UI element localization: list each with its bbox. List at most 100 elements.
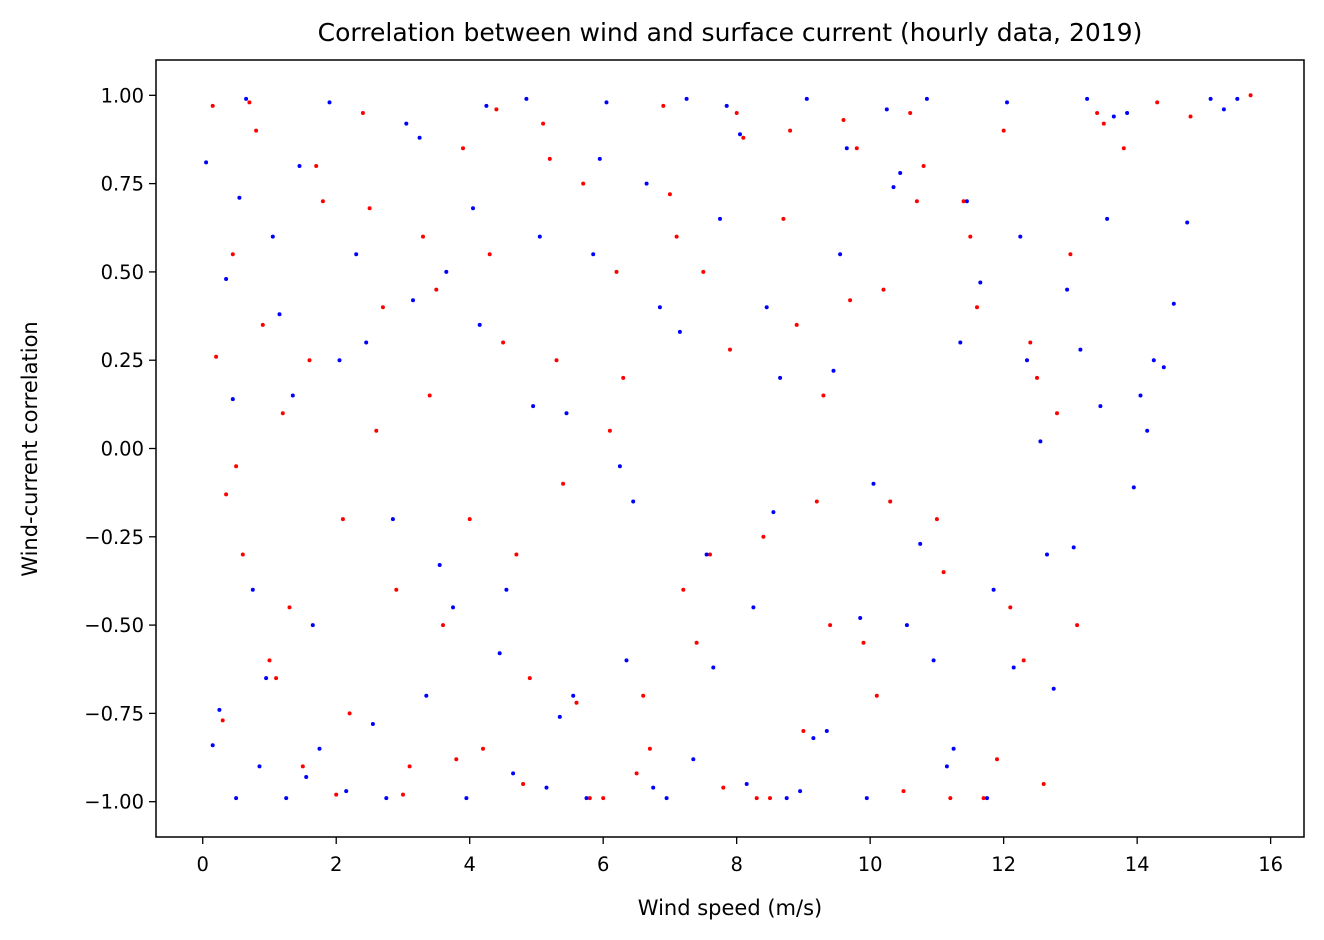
data-point — [981, 796, 986, 801]
data-point — [644, 181, 649, 186]
data-point — [691, 757, 696, 762]
data-point — [354, 252, 359, 257]
data-point — [904, 623, 909, 628]
data-point — [708, 552, 712, 557]
data-point — [918, 541, 923, 546]
chart-title: Correlation between wind and surface cur… — [318, 18, 1143, 47]
data-point — [811, 736, 816, 741]
data-point — [1011, 665, 1016, 670]
y-axis-label: Wind-current correlation — [18, 321, 42, 576]
data-point — [884, 107, 889, 112]
y-tick-label: 0.50 — [101, 261, 144, 284]
data-point — [297, 164, 302, 168]
data-point — [240, 552, 245, 557]
data-point — [614, 269, 619, 274]
data-point — [848, 298, 853, 303]
data-point — [734, 111, 739, 115]
data-point — [541, 121, 546, 126]
data-point — [1138, 393, 1143, 398]
data-point — [761, 534, 766, 539]
data-point — [661, 103, 666, 108]
data-point — [347, 711, 352, 716]
data-point — [744, 782, 749, 786]
data-point — [204, 160, 209, 165]
x-tick-label: 16 — [1258, 853, 1283, 876]
data-point — [871, 481, 876, 486]
data-point — [220, 718, 225, 723]
data-point — [250, 587, 255, 592]
data-point — [804, 96, 809, 101]
data-point — [794, 322, 799, 327]
data-point — [821, 393, 826, 398]
data-point — [514, 552, 519, 557]
data-point — [404, 121, 409, 126]
data-point — [824, 729, 829, 733]
series-0-points — [210, 93, 1253, 801]
data-point — [591, 252, 596, 257]
data-point — [1121, 146, 1126, 151]
data-point — [417, 135, 422, 140]
data-point — [374, 428, 379, 433]
data-points — [204, 93, 1253, 801]
y-axis: 1.00 0.75 0.50 0.25 0.00 −0.25 −0.50 −0.75 −1.00 — [84, 84, 156, 814]
data-point — [944, 764, 949, 769]
data-point — [667, 192, 672, 197]
data-point — [214, 354, 219, 359]
x-tick-label: 10 — [858, 853, 883, 876]
data-point — [424, 693, 429, 698]
data-point — [504, 587, 509, 592]
data-point — [1131, 485, 1136, 490]
data-point — [557, 714, 562, 719]
data-point — [1161, 365, 1166, 370]
x-tick-label: 0 — [197, 853, 209, 876]
data-point — [407, 764, 412, 769]
data-point — [394, 587, 399, 592]
data-point — [461, 146, 465, 151]
data-point — [477, 322, 482, 327]
plot-frame — [155, 59, 1305, 838]
data-point — [1235, 96, 1240, 101]
data-point — [254, 128, 259, 133]
data-point — [677, 329, 682, 334]
data-point — [701, 269, 706, 274]
data-point — [230, 397, 235, 402]
data-point — [290, 393, 295, 398]
data-point — [978, 280, 983, 285]
data-point — [421, 234, 425, 239]
data-point — [647, 746, 652, 751]
data-point — [621, 375, 626, 380]
data-point — [681, 587, 686, 592]
data-point — [234, 464, 239, 469]
data-point — [561, 481, 566, 486]
data-point — [861, 640, 866, 645]
data-point — [337, 358, 342, 363]
data-point — [451, 605, 455, 610]
data-point — [1021, 658, 1026, 663]
data-point — [854, 146, 859, 151]
x-tick-label: 6 — [597, 853, 609, 876]
data-point — [908, 111, 913, 115]
data-point — [454, 757, 459, 762]
data-point — [511, 771, 516, 776]
data-point — [624, 658, 629, 663]
data-point — [798, 789, 803, 794]
data-point — [1051, 686, 1056, 691]
data-point — [888, 499, 893, 504]
data-point — [1005, 100, 1009, 105]
data-point — [1025, 358, 1029, 363]
data-point — [874, 693, 879, 698]
y-tick-label: 0.25 — [101, 349, 144, 372]
data-point — [434, 287, 439, 292]
data-point — [547, 156, 552, 161]
data-point — [1155, 100, 1160, 105]
data-point — [564, 411, 569, 416]
data-point — [317, 746, 322, 751]
data-point — [674, 234, 679, 239]
data-point — [360, 111, 365, 115]
data-point — [985, 796, 989, 801]
data-point — [427, 393, 432, 398]
data-point — [738, 132, 742, 137]
data-point — [958, 340, 963, 345]
data-point — [521, 782, 526, 786]
data-point — [1071, 545, 1076, 550]
